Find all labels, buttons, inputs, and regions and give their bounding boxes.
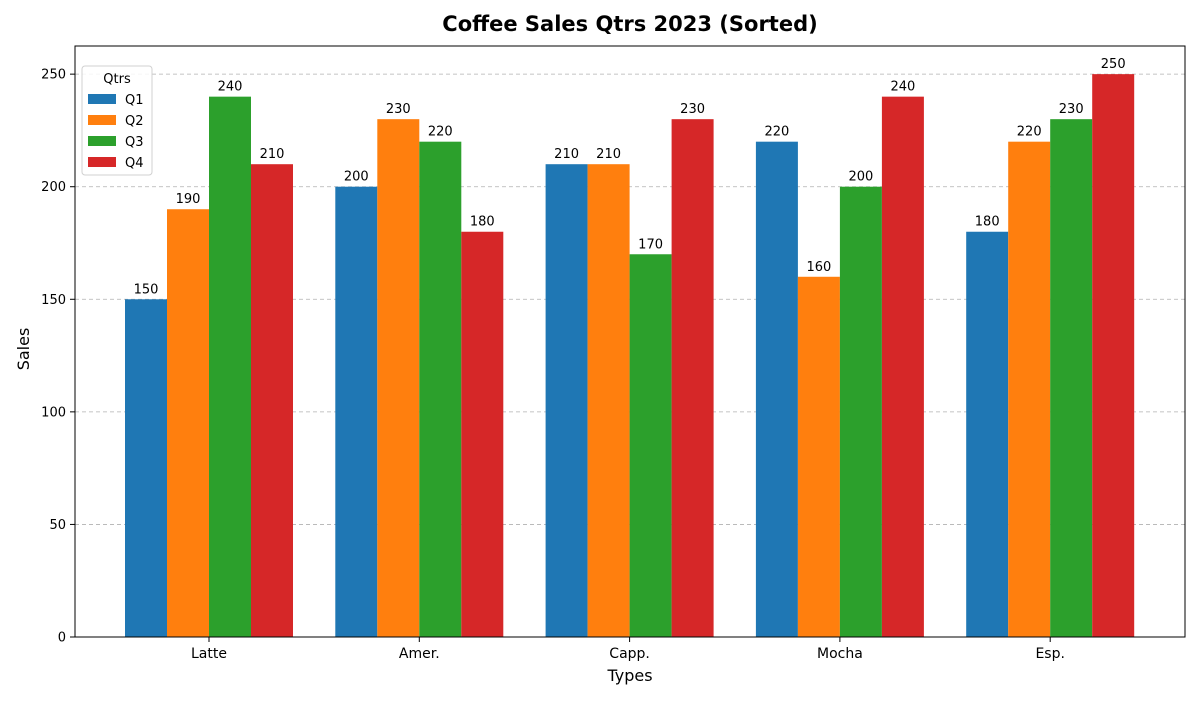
x-tick-label: Mocha xyxy=(817,646,863,662)
x-tick-label: Amer. xyxy=(399,646,440,662)
data-label: 150 xyxy=(134,282,159,297)
data-label: 190 xyxy=(176,192,201,207)
data-label: 210 xyxy=(260,147,285,162)
legend-swatch-q1 xyxy=(88,94,116,104)
bar-q3-3 xyxy=(839,186,882,637)
x-axis: Latte Amer. Capp. Mocha Esp. xyxy=(191,637,1065,662)
legend-label-q3: Q3 xyxy=(125,135,144,150)
bar-q1-3 xyxy=(755,141,798,637)
bar-q4-1 xyxy=(461,231,504,637)
y-tick-label: 200 xyxy=(41,180,66,195)
legend-label-q2: Q2 xyxy=(125,114,144,129)
bar-q2-4 xyxy=(1008,141,1051,637)
bar-q2-2 xyxy=(587,164,630,637)
data-label: 180 xyxy=(975,215,1000,230)
y-tick-label: 250 xyxy=(41,68,66,83)
bar-q3-4 xyxy=(1050,119,1093,637)
legend-swatch-q4 xyxy=(88,157,116,167)
y-tick-label: 150 xyxy=(41,293,66,308)
x-tick-label: Esp. xyxy=(1035,646,1064,662)
bar-q3-1 xyxy=(419,141,462,637)
bar-q4-0 xyxy=(251,164,293,637)
data-label: 160 xyxy=(806,260,831,275)
legend-swatch-q2 xyxy=(88,115,116,125)
data-label: 180 xyxy=(470,215,495,230)
bar-q3-0 xyxy=(209,96,251,637)
bar-q2-1 xyxy=(377,119,420,637)
data-label: 200 xyxy=(848,170,873,185)
legend-title: Qtrs xyxy=(103,72,131,87)
legend-box xyxy=(81,65,153,176)
bar-q2-3 xyxy=(797,276,840,637)
data-label: 230 xyxy=(1059,102,1084,117)
data-label: 230 xyxy=(386,102,411,117)
data-label: 240 xyxy=(890,80,915,95)
data-label: 230 xyxy=(680,102,705,117)
bar-q4-4 xyxy=(1092,74,1135,637)
y-axis-label: Sales xyxy=(14,328,33,371)
bar-q1-0 xyxy=(125,299,167,637)
chart-title: Coffee Sales Qtrs 2023 (Sorted) xyxy=(442,12,817,36)
x-tick-label: Latte xyxy=(191,646,227,662)
data-label: 170 xyxy=(638,237,663,252)
data-labels: 150 190 240 210 200 230 220 180 210 210 170 230 220 1… xyxy=(134,57,1126,297)
data-label: 200 xyxy=(344,170,369,185)
bar-q4-3 xyxy=(881,96,924,637)
bar-q1-4 xyxy=(966,231,1009,637)
legend-swatch-q3 xyxy=(88,136,116,146)
y-axis: 0 50 100 150 200 250 xyxy=(41,68,75,646)
bar-q3-2 xyxy=(629,254,672,637)
data-label: 250 xyxy=(1101,57,1126,72)
y-tick-label: 100 xyxy=(41,405,66,420)
data-label: 210 xyxy=(596,147,621,162)
y-tick-label: 50 xyxy=(49,518,66,533)
bar-q2-0 xyxy=(167,209,209,637)
legend-label-q1: Q1 xyxy=(125,93,144,108)
data-label: 210 xyxy=(554,147,579,162)
data-label: 220 xyxy=(428,125,453,140)
data-label: 220 xyxy=(1017,125,1042,140)
legend: Qtrs Q1 Q2 Q3 Q4 xyxy=(81,65,153,176)
bars xyxy=(125,74,1135,637)
y-tick-label: 0 xyxy=(58,631,66,646)
bar-q1-2 xyxy=(545,164,588,637)
x-axis-label: Types xyxy=(606,666,652,685)
bar-q1-1 xyxy=(335,186,378,637)
data-label: 220 xyxy=(764,125,789,140)
data-label: 240 xyxy=(218,80,243,95)
bar-q4-2 xyxy=(671,119,714,637)
legend-label-q4: Q4 xyxy=(125,156,144,171)
x-tick-label: Capp. xyxy=(609,646,650,662)
